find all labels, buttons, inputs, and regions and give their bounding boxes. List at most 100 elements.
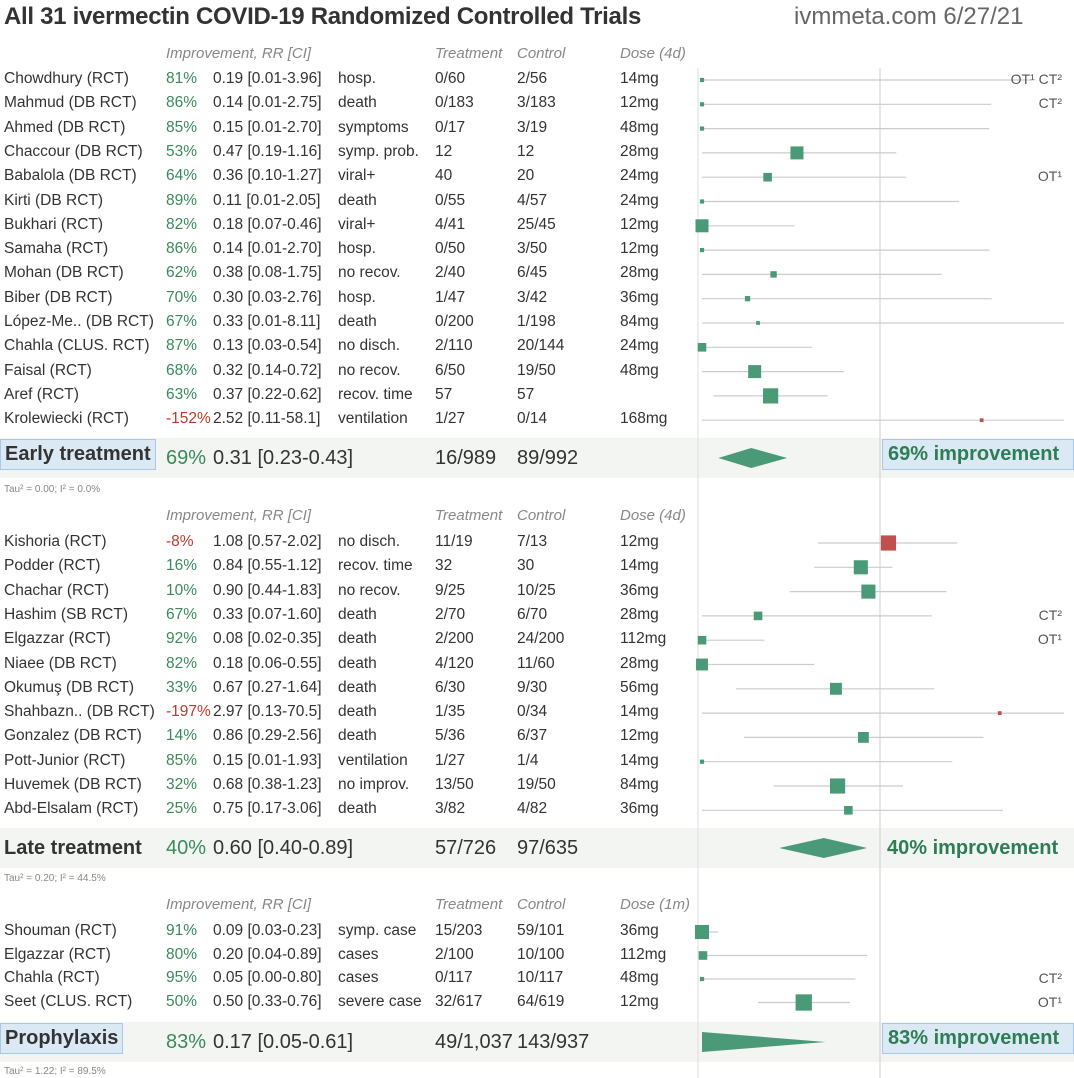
improvement: 68% [166, 361, 198, 379]
control-count: 3/19 [517, 118, 548, 136]
late-improvement-badge: 40% improvement [887, 837, 1059, 859]
improvement: 33% [166, 678, 198, 696]
treatment-count: 4/41 [435, 215, 466, 233]
effect-square [748, 365, 762, 379]
dose: 14mg [620, 557, 659, 575]
study-name: Babalola (DB RCT) [4, 167, 137, 185]
header-treatment: Treatment [435, 896, 503, 913]
table-row: Krolewiecki (RCT) -152% 2.52 [0.11-58.1] ve… [0, 410, 700, 432]
control-count: 25/45 [517, 215, 556, 233]
outcome: ventilation [338, 751, 408, 769]
outcome: death [338, 654, 377, 672]
study-name: Kishoria (RCT) [4, 533, 107, 550]
study-name: Chahla (RCT) [4, 969, 100, 986]
study-name: Samaha (RCT) [4, 240, 109, 258]
table-row: Ahmed (DB RCT) 85% 0.15 [0.01-2.70] symptom… [0, 119, 700, 141]
control-count: 0/34 [517, 703, 548, 721]
dose: 12mg [620, 992, 659, 1010]
control-count: 4/82 [517, 800, 548, 818]
dose: 12mg [620, 94, 659, 112]
outcome: symp. prob. [338, 142, 419, 160]
study-name: Niaee (DB RCT) [4, 654, 117, 672]
improvement: 86% [166, 94, 198, 112]
table-row: Chaccour (DB RCT) 53% 0.47 [0.19-1.16] symp… [0, 143, 700, 165]
study-name: Chowdhury (RCT) [4, 70, 129, 87]
treatment-count: 0/200 [435, 313, 474, 330]
control-count: 1/198 [517, 313, 556, 330]
improvement: 10% [166, 581, 198, 599]
risk-ratio-ci: 0.75 [0.17-3.06] [213, 800, 322, 818]
effect-square [744, 296, 751, 302]
outcome: no improv. [338, 776, 410, 793]
outcome: no disch. [338, 337, 401, 355]
effect-square [756, 321, 760, 325]
outcome: hosp. [338, 70, 376, 87]
early-improvement-badge: 69% improvement [882, 439, 1074, 470]
control-count: 9/30 [517, 678, 548, 696]
table-row: Mohan (DB RCT) 62% 0.38 [0.08-1.75] no reco… [0, 264, 700, 286]
outcome: viral+ [338, 215, 376, 233]
study-name: Hashim (SB RCT) [4, 605, 129, 623]
outcome: no disch. [338, 533, 401, 550]
outcome: death [338, 605, 377, 623]
dose: 12mg [620, 240, 659, 258]
late-summary-band [0, 828, 1074, 868]
control-count: 4/57 [517, 191, 548, 209]
effect-square [829, 682, 842, 695]
dose: 112mg [620, 945, 667, 963]
study-name: Chaccour (DB RCT) [4, 142, 143, 160]
outcome: death [338, 727, 377, 745]
site-date: ivmmeta.com 6/27/21 [794, 3, 1024, 30]
summary-diamond [718, 448, 788, 468]
treatment-count: 32/617 [435, 992, 483, 1010]
table-row: Niaee (DB RCT) 82% 0.18 [0.06-0.55] death 4/… [0, 655, 700, 677]
early-summary-label: Early treatment [0, 439, 156, 470]
treatment-count: 4/120 [435, 654, 474, 672]
improvement: 85% [166, 751, 198, 769]
pro-summary-improvement: 83% [166, 1031, 207, 1053]
effect-square [695, 219, 709, 233]
risk-ratio-ci: 0.20 [0.04-0.89] [213, 945, 322, 963]
risk-ratio-ci: 0.30 [0.03-2.76] [213, 288, 322, 306]
dose: 24mg [620, 191, 659, 209]
improvement: 64% [166, 167, 198, 185]
outcome: death [338, 191, 377, 209]
effect-square [858, 732, 869, 743]
study-name: Faisal (RCT) [4, 361, 92, 379]
study-name: Kirti (DB RCT) [4, 191, 104, 209]
outcome: no recov. [338, 264, 401, 282]
control-count: 19/50 [517, 361, 556, 379]
risk-ratio-ci: 0.33 [0.01-8.11] [213, 313, 321, 330]
control-count: 10/100 [517, 945, 565, 963]
study-name: Huvemek (DB RCT) [4, 776, 142, 793]
improvement: 92% [166, 630, 198, 648]
improvement: -152% [166, 410, 211, 428]
treatment-count: 1/35 [435, 703, 466, 721]
dose: 36mg [620, 800, 659, 818]
study-note: CT² [1038, 970, 1062, 986]
outcome: death [338, 313, 377, 330]
early-summary-rr: 0.31 [0.23-0.43] [213, 447, 354, 469]
risk-ratio-ci: 0.67 [0.27-1.64] [213, 678, 322, 696]
improvement: 62% [166, 264, 198, 282]
risk-ratio-ci: 2.97 [0.13-70.5] [213, 703, 322, 721]
risk-ratio-ci: 0.08 [0.02-0.35] [213, 630, 322, 648]
table-row: Okumuş (DB RCT) 33% 0.67 [0.27-1.64] death 6… [0, 679, 700, 701]
outcome: death [338, 678, 377, 696]
outcome: symp. case [338, 922, 417, 939]
effect-square [699, 199, 705, 204]
study-name: López-Me.. (DB RCT) [4, 313, 154, 330]
effect-square [861, 584, 876, 599]
risk-ratio-ci: 0.47 [0.19-1.16] [213, 142, 322, 160]
outcome: death [338, 94, 377, 112]
table-row: Faisal (RCT) 68% 0.32 [0.14-0.72] no recov.… [0, 362, 700, 384]
dose: 48mg [620, 118, 659, 136]
risk-ratio-ci: 0.38 [0.08-1.75] [213, 264, 322, 282]
effect-square [829, 778, 846, 794]
late-summary-treatment: 57/726 [435, 837, 497, 859]
header-improvement: Improvement, RR [CI] [166, 896, 312, 913]
improvement: 70% [166, 288, 198, 306]
improvement: 86% [166, 240, 198, 258]
dose: 168mg [620, 410, 668, 428]
dose: 48mg [620, 361, 659, 379]
